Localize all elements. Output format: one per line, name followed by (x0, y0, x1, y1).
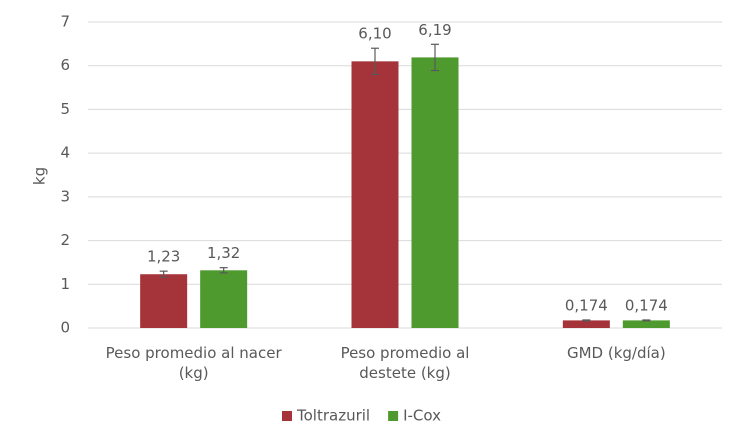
data-label: 6,19 (418, 21, 451, 39)
error-bar (431, 43, 439, 72)
y-tick-label: 4 (60, 144, 70, 162)
legend-swatch (388, 411, 399, 421)
y-tick-label: 0 (60, 319, 70, 337)
bar (351, 61, 399, 328)
x-tick-label: GMD (kg/día) (566, 344, 666, 362)
data-label: 0,174 (625, 296, 668, 314)
bar (140, 274, 188, 328)
bar (622, 320, 670, 328)
error-bar (642, 319, 651, 322)
y-tick-label: 5 (60, 100, 70, 118)
bar (200, 270, 248, 328)
x-tick-label: Peso promedio al destete (kg) (340, 344, 470, 382)
y-tick-label: 2 (60, 231, 70, 249)
data-label: 6,10 (358, 25, 391, 43)
error-bar (371, 47, 379, 76)
y-tick-label: 3 (60, 187, 70, 205)
bar (562, 320, 610, 328)
y-axis-label: kg (31, 167, 49, 185)
data-label: 1,23 (147, 248, 180, 266)
error-bar (219, 267, 228, 274)
error-bar (159, 270, 168, 278)
y-tick-label: 7 (60, 13, 70, 31)
y-tick-label: 1 (60, 275, 70, 293)
x-tick-label: Peso promedio al nacer (kg) (105, 344, 282, 382)
bar (411, 57, 459, 329)
legend-label: I-Cox (403, 407, 441, 425)
legend-label: Toltrazuril (296, 407, 370, 425)
y-tick-label: 6 (60, 56, 70, 74)
data-label: 0,174 (565, 296, 608, 314)
legend-swatch (282, 411, 292, 421)
data-label: 1,32 (207, 244, 240, 262)
error-bar (582, 319, 591, 322)
